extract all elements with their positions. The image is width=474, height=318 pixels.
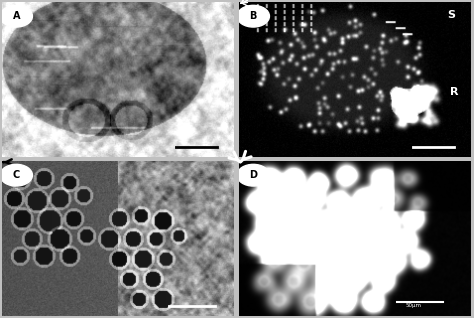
Circle shape (0, 164, 32, 186)
Text: R: R (450, 87, 458, 97)
Text: S: S (447, 10, 456, 20)
Text: C: C (13, 170, 20, 180)
Circle shape (237, 5, 269, 27)
Text: D: D (249, 170, 257, 180)
Text: A: A (12, 11, 20, 21)
Text: 50μm: 50μm (406, 303, 422, 308)
Text: B: B (250, 11, 257, 21)
Circle shape (237, 164, 269, 186)
Circle shape (0, 5, 32, 27)
